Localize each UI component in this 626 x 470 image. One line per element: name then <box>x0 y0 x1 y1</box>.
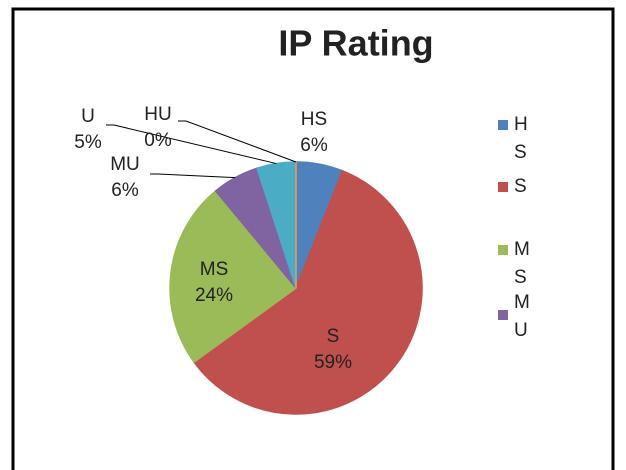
legend-swatch <box>498 310 508 320</box>
legend-swatch <box>498 245 508 255</box>
legend-label: S <box>514 176 527 197</box>
data-label-value: 6% <box>300 135 328 156</box>
data-label-name: HU <box>144 104 171 125</box>
data-label-name: HS <box>301 109 327 130</box>
data-label-name: MS <box>200 259 229 280</box>
data-label-value: 5% <box>74 132 102 153</box>
data-label-name: MU <box>110 154 140 175</box>
pie-slice <box>169 189 298 364</box>
chart-title: IP Rating <box>278 23 433 64</box>
legend-label: HS <box>514 114 528 163</box>
data-label-value: 59% <box>314 352 352 373</box>
legend-label: MS <box>514 239 530 288</box>
legend-swatch <box>498 120 508 130</box>
data-label-name: S <box>327 326 340 347</box>
pie-slice <box>193 169 423 415</box>
data-label-name: U <box>81 106 95 127</box>
leader-line <box>150 173 236 179</box>
leader-line <box>106 124 277 165</box>
legend-label: MU <box>514 292 530 341</box>
legend-swatch <box>498 182 508 192</box>
leader-line <box>178 120 297 163</box>
data-label-value: 6% <box>111 180 139 201</box>
data-label-value: 0% <box>144 130 172 151</box>
data-label-value: 24% <box>195 285 233 306</box>
